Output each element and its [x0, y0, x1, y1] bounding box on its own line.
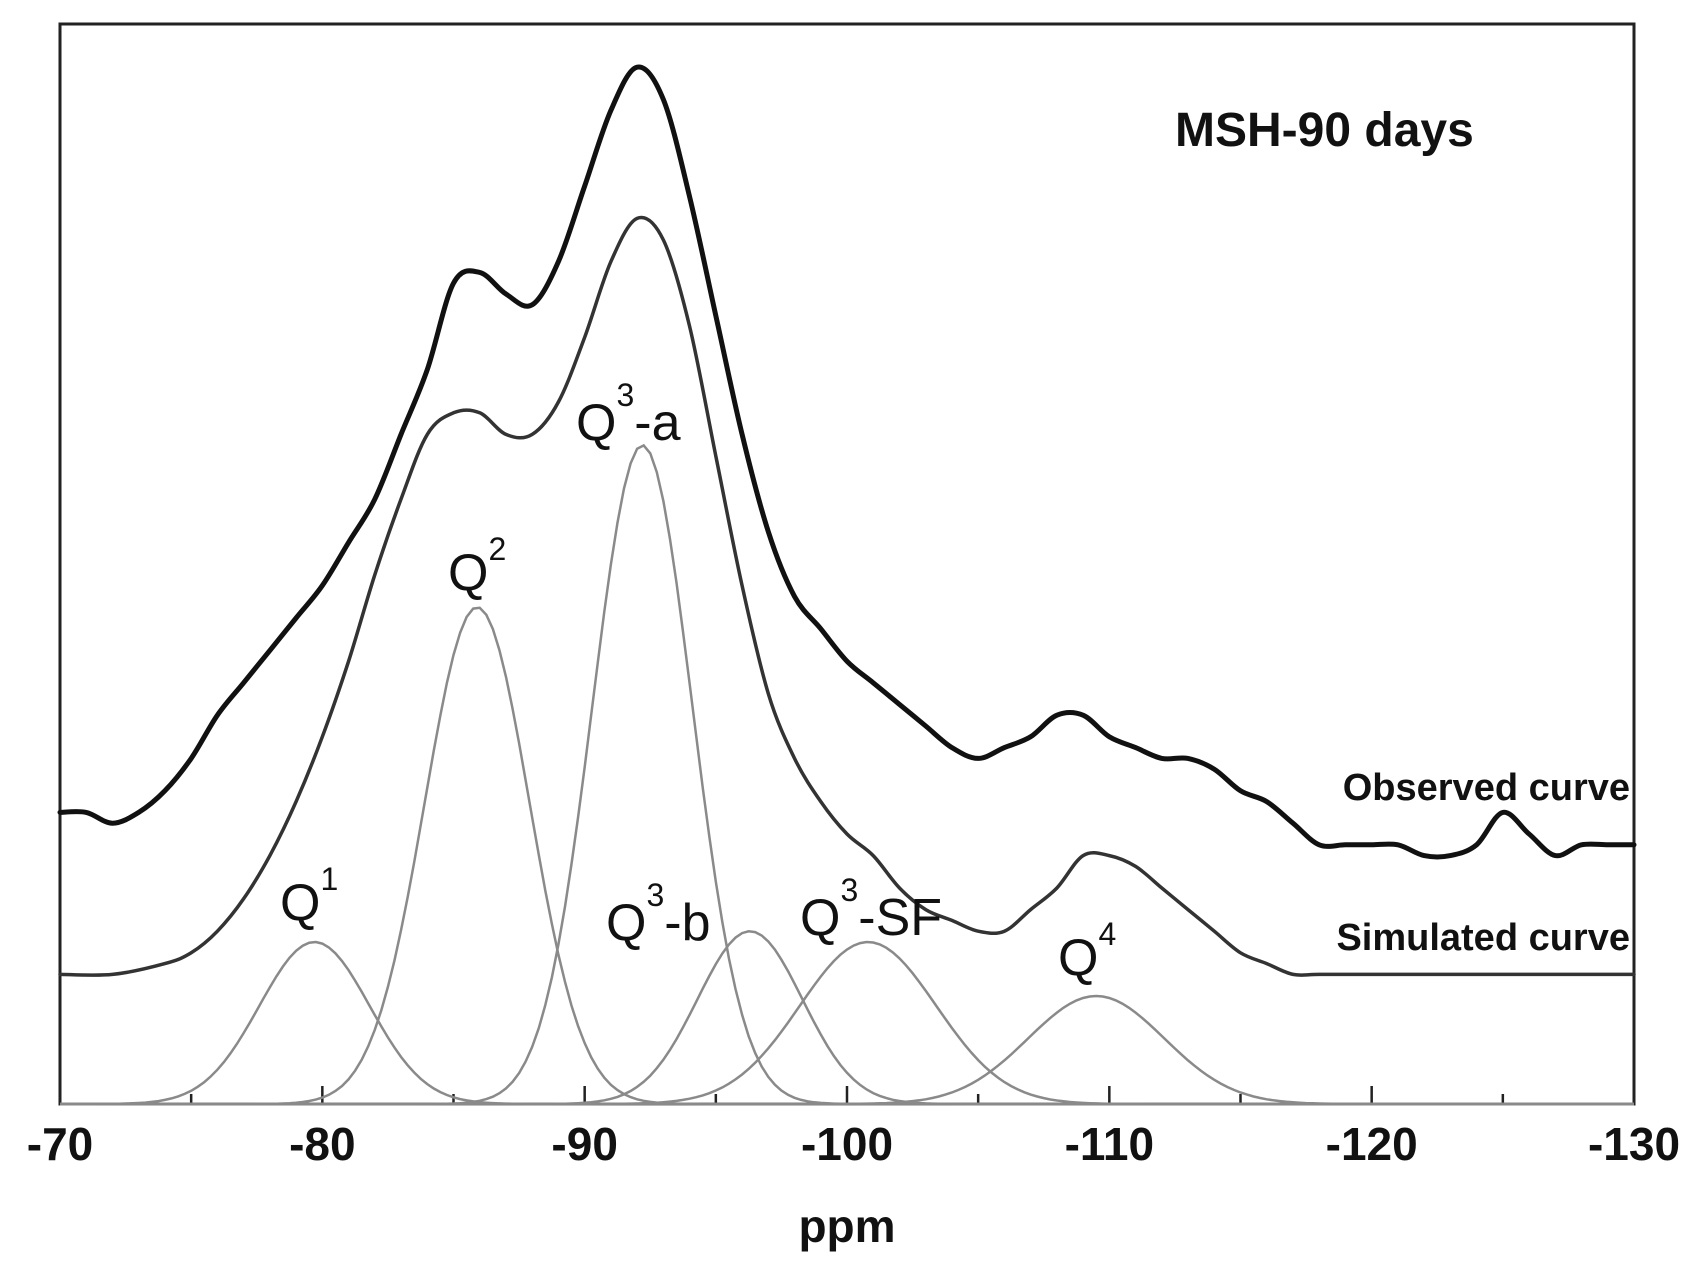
series-lines — [57, 64, 1637, 977]
x-tick-label: -80 — [289, 1118, 355, 1170]
peak-label-q4: Q4 — [1058, 916, 1116, 987]
x-tick-label: -90 — [551, 1118, 617, 1170]
simulated-curve-line — [58, 215, 1636, 977]
x-axis-title: ppm — [798, 1200, 895, 1252]
x-tick-labels: -70 -80 -90 -100 -110 -120 -130 — [27, 1118, 1680, 1170]
component-curve-q1 — [60, 940, 1634, 1106]
x-tick-label: -130 — [1588, 1118, 1680, 1170]
x-tick-label: -100 — [801, 1118, 893, 1170]
peak-label-q3b: Q3-b — [606, 877, 711, 952]
deconvolution-components — [60, 443, 1634, 1106]
peak-label-q3a: Q3-a — [576, 377, 681, 452]
component-curve-q2 — [60, 606, 1634, 1106]
simulated-curve-label: Simulated curve — [1336, 917, 1630, 959]
x-tick-label: -120 — [1326, 1118, 1418, 1170]
x-tick-label: -70 — [27, 1118, 93, 1170]
major-ticks — [58, 1086, 1636, 1104]
chart-title: MSH-90 days — [1175, 104, 1474, 157]
observed-curve-label: Observed curve — [1343, 767, 1630, 809]
peak-label-q2: Q2 — [448, 531, 506, 602]
peak-label-q1: Q1 — [280, 861, 338, 932]
peak-label-q3sf: Q3-SF — [800, 872, 942, 947]
x-tick-label: -110 — [1065, 1118, 1155, 1170]
component-curve-q3sf — [60, 940, 1634, 1106]
observed-curve-line — [57, 64, 1637, 860]
component-curve-q4 — [60, 994, 1634, 1106]
